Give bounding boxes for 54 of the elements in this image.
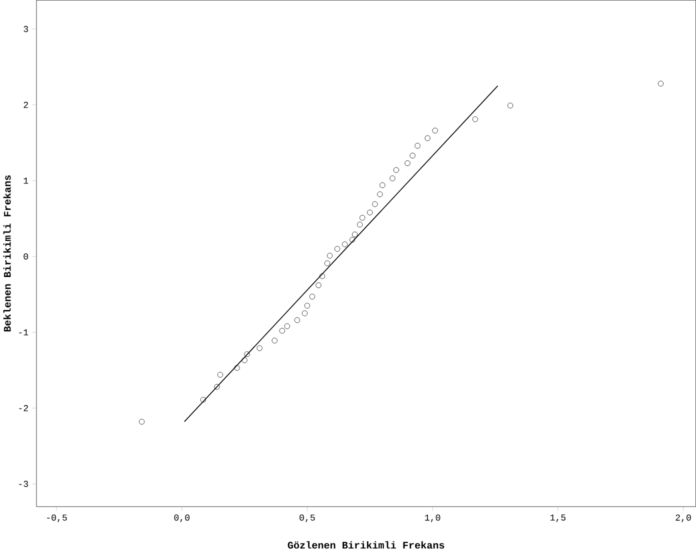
point [377,191,383,198]
x-tick-label: 2,0 [676,514,691,522]
x-tick-label: 1,0 [425,514,440,522]
point [390,176,396,182]
point [372,201,378,207]
point [658,80,664,86]
y-tick-label: 1 [24,178,28,184]
point [284,323,290,330]
x-tick-label: 0,5 [300,514,315,522]
point [432,128,438,134]
point [360,214,366,221]
y-tick-label: -3 [19,480,28,487]
y-tick-label: 3 [24,26,28,32]
point [334,246,340,252]
point [410,152,416,158]
point [393,167,400,173]
point [424,135,430,142]
x-axis-title: Gözlenen Birikimli Frekans [288,541,444,549]
point [234,365,240,371]
x-tick-label: 0,0 [174,514,190,522]
point [302,310,308,316]
point [319,273,326,279]
point [507,102,514,108]
point [324,260,330,266]
point [472,116,478,122]
point [367,210,373,216]
point [326,252,333,259]
point [272,338,278,344]
point [414,142,420,149]
point [316,282,322,288]
x-tick-label: -0,5 [47,514,67,522]
point [217,372,224,378]
y-tick-label: 2 [24,102,28,108]
point [350,236,356,243]
x-tick-label: 1,5 [550,514,566,522]
point [138,418,145,425]
point [380,182,386,188]
point [357,222,363,228]
point [214,384,220,390]
point [352,232,358,238]
point [279,328,285,334]
point [200,396,206,403]
point [294,317,300,323]
point [242,357,248,364]
point [244,351,250,358]
point [304,302,310,309]
point [404,160,410,166]
y-tick-label: -2 [19,405,28,412]
y-tick-label: 0 [24,253,28,260]
y-axis-title: Beklenen Birikimli Frekans [3,175,11,332]
point [342,241,348,248]
y-tick-label: -1 [19,329,28,336]
point [309,294,316,300]
point [256,345,262,352]
